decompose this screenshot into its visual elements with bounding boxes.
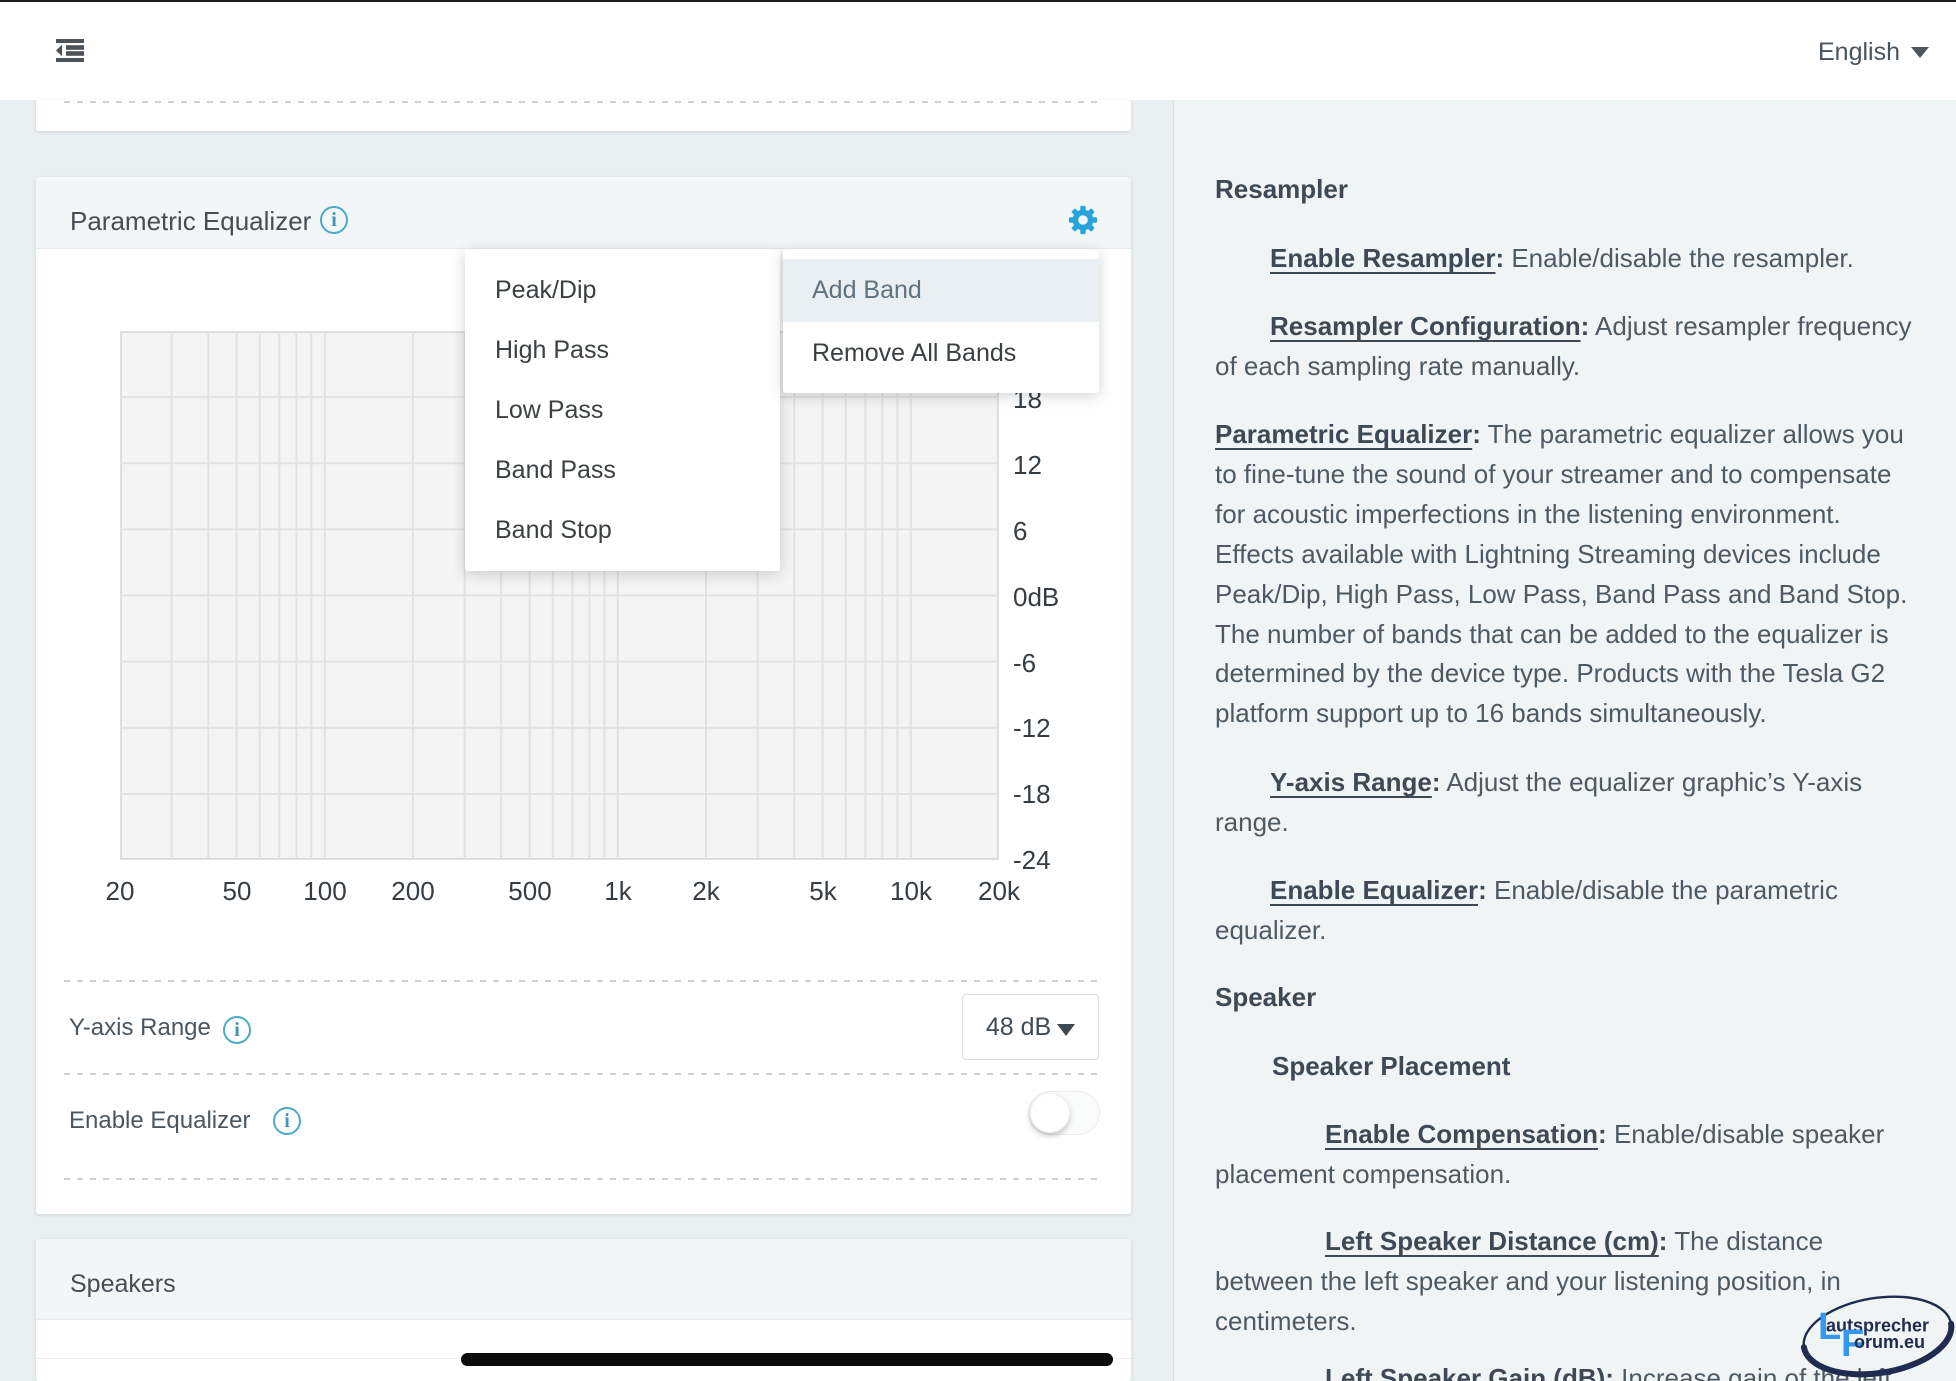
svg-text:orum.eu: orum.eu [1854,1332,1925,1352]
svg-text:autsprecher: autsprecher [1826,1316,1929,1336]
svg-text:F: F [1841,1323,1864,1365]
svg-text:L: L [1818,1306,1841,1348]
